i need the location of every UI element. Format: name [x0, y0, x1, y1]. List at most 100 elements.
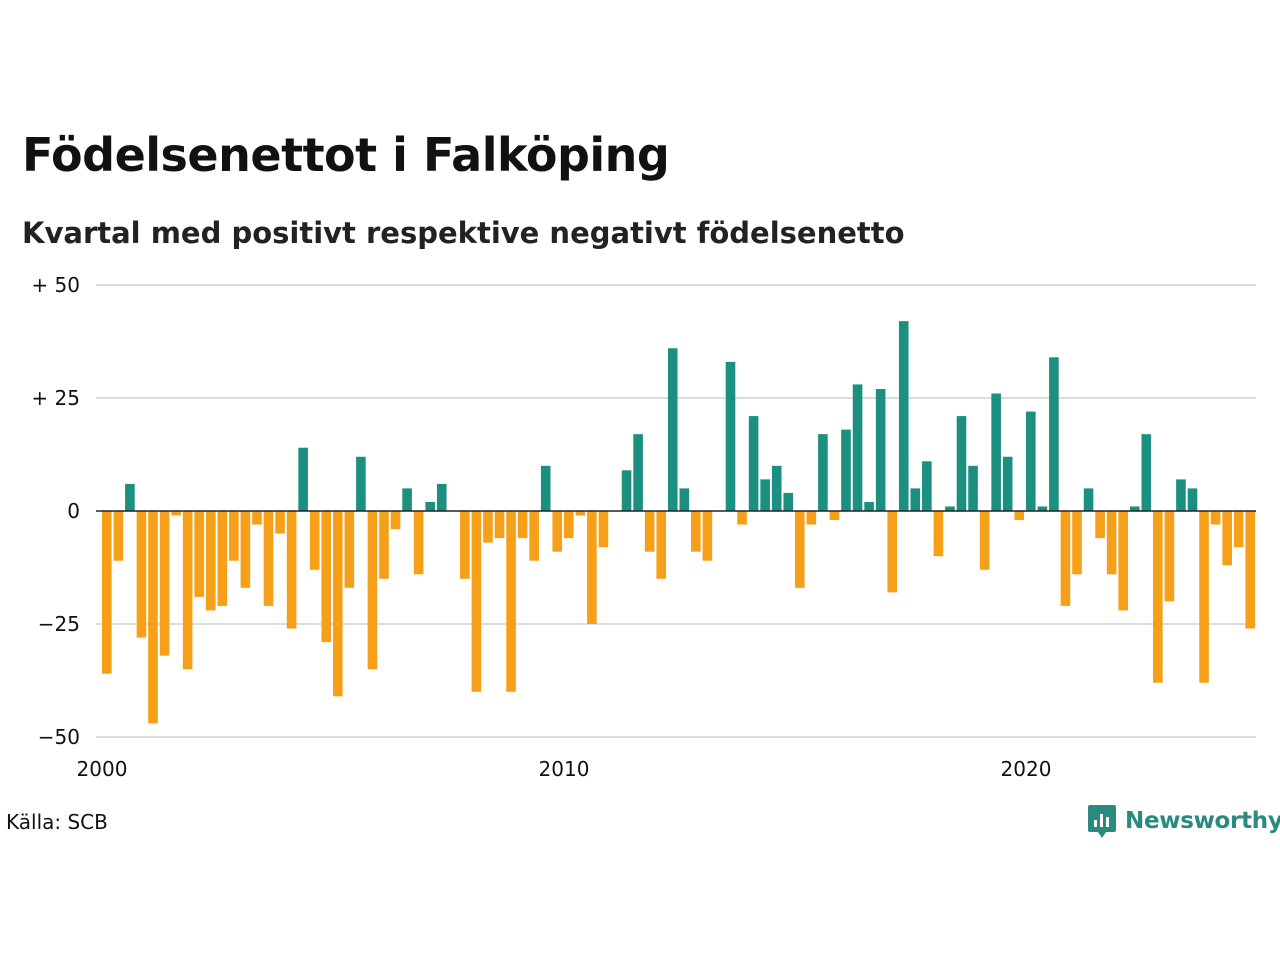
bar-positive — [922, 461, 932, 511]
bar-positive — [968, 465, 978, 511]
bar-positive — [356, 456, 366, 511]
bar-positive — [818, 434, 828, 511]
bar-negative — [829, 511, 840, 521]
bar-positive — [1176, 479, 1186, 511]
bar-negative — [587, 511, 597, 624]
bar-negative — [737, 511, 747, 525]
bar-positive — [864, 501, 874, 511]
bar-positive — [956, 416, 967, 511]
bar-positive — [760, 479, 770, 511]
x-tick-label: 2010 — [539, 757, 590, 781]
bar-positive — [1083, 488, 1094, 511]
bar-negative — [333, 511, 343, 697]
grid-lines — [96, 284, 1256, 738]
bar-positive — [679, 488, 690, 511]
bar-positive — [621, 470, 632, 511]
bar-negative — [644, 511, 655, 552]
source-note: Källa: SCB — [6, 810, 108, 834]
bar-positive — [436, 483, 447, 511]
bar-positive — [898, 321, 909, 511]
bar-negative — [1014, 511, 1025, 521]
bar-positive — [425, 501, 435, 511]
bar-negative — [171, 511, 181, 516]
bar-positive — [667, 348, 678, 511]
bar-negative — [194, 511, 204, 597]
y-tick-label: −25 — [38, 612, 80, 636]
bar-negative — [806, 511, 817, 525]
y-tick-label: 0 — [67, 499, 80, 523]
brand-name: Newsworthy — [1125, 808, 1280, 834]
bar-positive — [841, 429, 851, 511]
bar-positive — [945, 506, 955, 511]
bar-negative — [309, 511, 320, 570]
bar-positive — [298, 447, 308, 511]
bar-negative — [1222, 511, 1232, 566]
bar-negative — [148, 511, 158, 724]
bar-positive — [771, 465, 782, 511]
bar-positive — [1129, 506, 1140, 511]
bar-negative — [217, 511, 228, 606]
bar-negative — [102, 511, 112, 674]
bar-negative — [1153, 511, 1163, 683]
bar-negative — [263, 511, 274, 606]
bar-negative — [367, 511, 378, 670]
bars — [102, 321, 1256, 724]
brand-logo: Newsworthy — [1087, 803, 1280, 839]
bar-negative — [136, 511, 147, 638]
bar-negative — [182, 511, 193, 670]
bar-negative — [460, 511, 470, 579]
bar-negative — [1245, 511, 1256, 629]
bar-negative — [517, 511, 528, 539]
bar-negative — [529, 511, 539, 561]
bar-negative — [795, 511, 805, 588]
x-tick-label: 2020 — [1001, 757, 1052, 781]
y-tick-label: −50 — [38, 725, 80, 749]
bar-positive — [1187, 488, 1198, 511]
chart-subtitle: Kvartal med positivt respektive negativt… — [22, 216, 905, 250]
bar-negative — [471, 511, 482, 692]
bar-negative — [1199, 511, 1209, 683]
bar-positive — [1037, 506, 1048, 511]
bar-positive — [1002, 456, 1013, 511]
bar-negative — [506, 511, 516, 692]
bar-negative — [702, 511, 713, 561]
bar-negative — [252, 511, 262, 525]
bar-positive — [1049, 357, 1059, 511]
bar-negative — [113, 511, 124, 561]
x-axis-tick-labels: 2000 2010 2020 — [77, 757, 1052, 781]
x-tick-label: 2000 — [77, 757, 128, 781]
bar-positive — [1026, 411, 1036, 511]
bar-negative — [275, 511, 285, 534]
bar-negative — [552, 511, 563, 552]
bar-positive — [540, 465, 551, 511]
bar-positive — [633, 434, 643, 511]
bar-negative — [494, 511, 505, 539]
bar-negative — [1118, 511, 1128, 611]
bar-negative — [205, 511, 216, 611]
bar-negative — [229, 511, 239, 561]
bar-negative — [1060, 511, 1071, 606]
chart-title: Födelsenettot i Falköping — [22, 128, 670, 182]
bar-negative — [598, 511, 609, 548]
bar-negative — [979, 511, 990, 570]
bar-negative — [1072, 511, 1082, 575]
bar-positive — [783, 492, 794, 511]
bar-negative — [1095, 511, 1105, 539]
bar-negative — [413, 511, 424, 575]
bar-positive — [402, 488, 412, 511]
bar-negative — [240, 511, 251, 588]
bar-negative — [1233, 511, 1244, 548]
bar-positive — [910, 488, 921, 511]
newsworthy-logo-icon — [1088, 805, 1116, 838]
bar-negative — [321, 511, 332, 643]
bar-negative — [1164, 511, 1175, 602]
bar-chart: + 50 + 25 0 −25 −50 2000 2010 2020 — [31, 273, 1256, 781]
bar-positive — [725, 361, 736, 511]
bar-negative — [1106, 511, 1117, 575]
y-axis-tick-labels: + 50 + 25 0 −25 −50 — [31, 273, 80, 749]
bar-negative — [379, 511, 389, 579]
bar-negative — [933, 511, 944, 557]
bar-negative — [390, 511, 401, 530]
bar-positive — [875, 388, 886, 511]
bar-negative — [575, 511, 586, 516]
